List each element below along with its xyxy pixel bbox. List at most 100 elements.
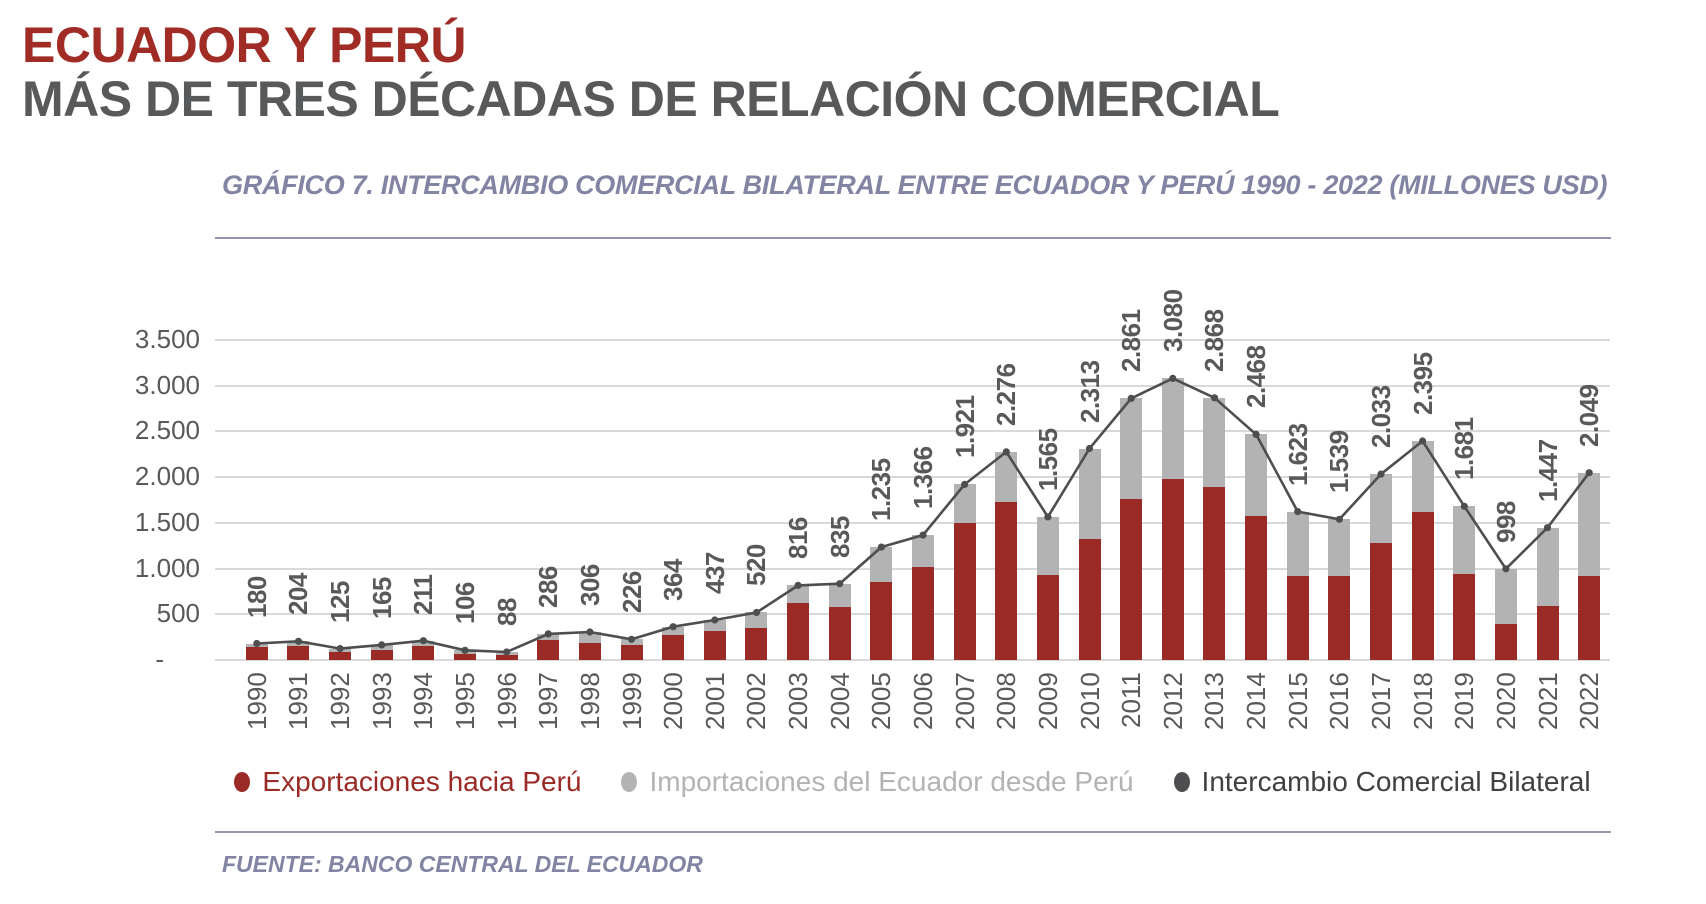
export-segment [537,640,560,660]
x-axis-year-label: 2001 [699,672,730,730]
page-title-line1: ECUADOR Y PERÚ [22,17,467,73]
export-segment [1494,624,1517,660]
x-axis-year-label: 2021 [1532,672,1563,730]
legend-label: Importaciones del Ecuador desde Perú [649,766,1134,797]
chart-title: GRÁFICO 7. INTERCAMBIO COMERCIAL BILATER… [222,170,1608,200]
data-label: 2.468 [1241,345,1272,409]
export-segment [662,634,685,660]
data-label: 106 [450,582,480,625]
stacked-bar-2013 [1203,397,1226,660]
x-axis-year-label: 2008 [991,672,1022,730]
import-segment [1453,506,1476,575]
export-segment [412,646,435,660]
gridline [215,384,1610,387]
top-rule [215,237,1611,239]
import-segment [787,585,810,603]
export-segment [1078,538,1101,660]
data-label: 1.366 [908,446,938,510]
x-axis-year-label: 2022 [1574,672,1605,730]
stacked-bar-2017 [1370,474,1392,660]
stacked-bar-2003 [787,585,810,660]
data-label: 1.235 [866,458,897,522]
stacked-bar-1995 [454,650,476,660]
export-segment [1286,575,1309,660]
import-segment [662,626,685,635]
stacked-bar-2001 [703,620,726,660]
legend-item: Exportaciones hacia Perú [234,766,581,798]
data-label: 3.080 [1157,289,1188,353]
data-label: 2.313 [1074,359,1105,423]
export-segment [995,501,1018,660]
export-segment [703,630,726,660]
x-axis-year-label: 2014 [1241,672,1272,730]
data-label: 520 [741,544,772,587]
legend-item: Intercambio Comercial Bilateral [1173,766,1591,798]
data-label: 1.565 [1032,428,1063,491]
stacked-bar-2010 [1078,448,1101,660]
stacked-bar-2008 [995,451,1018,660]
x-axis-year-label: 2016 [1324,672,1355,730]
export-segment [1120,498,1143,660]
stacked-bar-1993 [370,644,393,660]
import-segment [870,547,893,582]
import-segment [1036,516,1059,575]
x-axis-year-label: 2000 [658,672,689,730]
export-segment [495,654,518,660]
y-axis-tick-label: - [155,644,164,674]
stacked-bar-1996 [495,651,518,660]
data-label: 88 [491,598,522,626]
data-label: 306 [574,564,605,607]
stacked-bar-1998 [578,632,601,660]
data-label: 998 [1490,500,1521,543]
data-label: 437 [699,552,730,595]
x-axis-year-label: 2018 [1407,672,1438,730]
export-segment [370,650,393,660]
data-label: 816 [783,517,814,560]
x-axis-year-label: 2005 [866,672,897,730]
x-axis-year-label: 2013 [1199,672,1230,730]
stacked-bar-1997 [537,633,560,660]
x-axis-year-label: 2006 [908,672,938,730]
x-axis-year-label: 2010 [1074,672,1105,730]
x-axis-year-label: 2012 [1157,672,1188,730]
import-segment [1078,448,1101,539]
data-label: 2.033 [1366,385,1396,449]
data-label: 204 [283,573,314,616]
export-segment [1161,478,1184,660]
export-segment [620,645,643,660]
export-segment [1453,574,1476,660]
stacked-bar-1990 [245,643,268,660]
import-segment [828,583,851,607]
data-label: 286 [533,565,564,608]
export-segment [1411,512,1434,660]
gridline [215,339,1610,341]
data-label: 1.921 [949,395,980,459]
y-axis-tick-label: 3.000 [134,369,200,400]
legend-dot-icon [234,772,251,792]
x-axis-year-label: 2015 [1282,672,1313,730]
x-axis-year-label: 1997 [533,672,564,730]
import-segment [1411,441,1434,513]
legend-label: Intercambio Comercial Bilateral [1201,766,1591,797]
import-segment [1370,474,1392,544]
export-segment [329,652,352,660]
export-segment [870,581,893,660]
import-segment [1286,511,1309,576]
x-axis-year-label: 1990 [241,672,272,730]
stacked-bar-2015 [1286,511,1309,660]
data-label: 165 [366,577,397,619]
data-label: 1.623 [1282,423,1313,486]
data-label: 1.681 [1449,417,1480,481]
import-segment [1203,397,1226,487]
y-axis-tick-label: 3.500 [134,324,200,354]
export-segment [1245,516,1268,660]
stacked-bar-1991 [287,641,310,660]
gridline [215,521,1610,524]
import-segment [1578,472,1601,576]
data-label: 125 [325,580,356,623]
x-axis-year-label: 1992 [325,672,356,730]
y-axis-tick-label: 1.000 [134,552,200,583]
y-axis-tick-label: 2.000 [134,461,200,492]
data-label: 835 [824,515,855,558]
data-label: 2.395 [1407,352,1438,416]
